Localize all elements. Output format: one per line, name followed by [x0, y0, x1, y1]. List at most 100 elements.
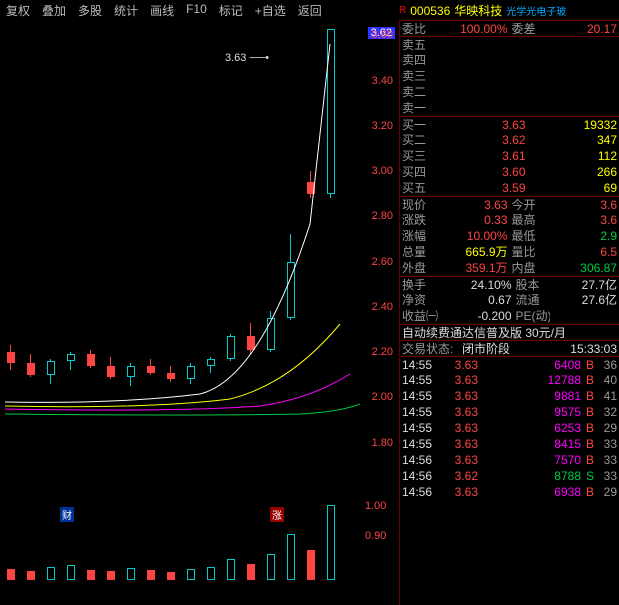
weibi-label: 委比 — [400, 21, 455, 36]
price-chart[interactable]: 3.62 3.63 ──• 财 涨 3.603.403.203.002.802.… — [0, 24, 399, 524]
axis-3.4: 3.40 — [372, 75, 393, 87]
tick-p-8: 3.63 — [440, 484, 480, 500]
tick-t-4: 14:55 — [400, 420, 440, 436]
vol-9 — [187, 569, 195, 580]
tick-s-5: B — [583, 436, 597, 452]
vol-7 — [147, 570, 155, 580]
buy-price-0: 3.63 — [436, 117, 528, 132]
vol-8 — [167, 572, 175, 580]
toolbar-5[interactable]: F10 — [180, 2, 213, 22]
buy-vol-4: 69 — [528, 180, 619, 196]
buy-price-1: 3.62 — [436, 132, 528, 148]
s-l1-1: 净资 — [400, 292, 444, 308]
tick-n-3: 32 — [597, 404, 619, 420]
tick-n-8: 29 — [597, 484, 619, 500]
toolbar-2[interactable]: 多股 — [72, 2, 108, 22]
tick-s-8: B — [583, 484, 597, 500]
vol-16 — [327, 505, 335, 580]
s-l2-0: 股本 — [514, 277, 550, 292]
tick-v-3: 9575 — [480, 404, 583, 420]
tick-p-0: 3.63 — [440, 357, 480, 372]
q-v1-4: 359.1万 — [436, 260, 510, 276]
q-l2-0: 今开 — [510, 197, 546, 212]
s-v1-1: 0.67 — [444, 292, 514, 308]
buy-label-2: 买三 — [400, 148, 436, 164]
tick-t-3: 14:55 — [400, 404, 440, 420]
vol-1 — [27, 571, 35, 580]
tick-v-0: 6408 — [480, 357, 583, 372]
tick-p-7: 3.62 — [440, 468, 480, 484]
q-l2-1: 最高 — [510, 212, 546, 228]
vol-3 — [67, 565, 75, 580]
tick-t-1: 14:55 — [400, 372, 440, 388]
volume-chart[interactable] — [0, 500, 360, 580]
toolbar-6[interactable]: 标记 — [213, 2, 249, 22]
tick-p-3: 3.63 — [440, 404, 480, 420]
promo: 自动续费通达信普及版 30元/月 — [400, 325, 619, 340]
tick-s-1: B — [583, 372, 597, 388]
buy-vol-0: 19332 — [528, 117, 619, 132]
q-v1-1: 0.33 — [436, 212, 510, 228]
vol-11 — [227, 559, 235, 580]
tick-t-5: 14:55 — [400, 436, 440, 452]
buy-label-1: 买二 — [400, 132, 436, 148]
weicha-label: 委差 — [510, 21, 565, 36]
tick-s-4: B — [583, 420, 597, 436]
tick-p-4: 3.63 — [440, 420, 480, 436]
tick-n-0: 36 — [597, 357, 619, 372]
tick-v-8: 6938 — [480, 484, 583, 500]
tick-n-4: 29 — [597, 420, 619, 436]
buy-label-3: 买四 — [400, 164, 436, 180]
axis-1.8: 1.80 — [372, 437, 393, 449]
s-v1-0: 24.10% — [444, 277, 514, 292]
tick-n-5: 33 — [597, 436, 619, 452]
vol-4 — [87, 570, 95, 581]
toolbar-4[interactable]: 画线 — [144, 2, 180, 22]
buy-price-3: 3.60 — [436, 164, 528, 180]
axis-2.8: 2.80 — [372, 210, 393, 222]
q-v1-2: 10.00% — [436, 228, 510, 244]
tick-v-7: 8788 — [480, 468, 583, 484]
buy-label-4: 买五 — [400, 180, 436, 196]
stock-code[interactable]: 000536 — [410, 4, 450, 18]
s-l1-2: 收益㈠ — [400, 308, 444, 324]
tick-p-5: 3.63 — [440, 436, 480, 452]
q-l1-2: 涨幅 — [400, 228, 436, 244]
s-v2-0: 27.7亿 — [550, 277, 619, 292]
status-label: 交易状态: — [400, 341, 460, 356]
tick-v-2: 9881 — [480, 388, 583, 404]
tick-n-7: 33 — [597, 468, 619, 484]
tick-s-7: S — [583, 468, 597, 484]
weibi-value: 100.00% — [455, 21, 510, 36]
vol-axis-1: 1.00 — [365, 500, 386, 512]
axis-3.2: 3.20 — [372, 120, 393, 132]
toolbar-8[interactable]: 返回 — [292, 2, 328, 22]
vol-5 — [107, 571, 115, 580]
toolbar-3[interactable]: 统计 — [108, 2, 144, 22]
tick-p-1: 3.63 — [440, 372, 480, 388]
tick-p-6: 3.63 — [440, 452, 480, 468]
q-l1-1: 涨跌 — [400, 212, 436, 228]
q-l1-0: 现价 — [400, 197, 436, 212]
sell-0: 卖五 — [400, 37, 619, 52]
vol-axis-0.9: 0.90 — [365, 530, 386, 542]
tick-n-1: 40 — [597, 372, 619, 388]
toolbar-1[interactable]: 叠加 — [36, 2, 72, 22]
tick-t-7: 14:56 — [400, 468, 440, 484]
q-l2-3: 量比 — [510, 244, 546, 260]
sell-2: 卖三 — [400, 68, 619, 84]
buy-price-4: 3.59 — [436, 180, 528, 196]
industry-tag: 光学光电子玻 — [506, 3, 566, 18]
sell-4: 卖一 — [400, 100, 619, 116]
tick-v-6: 7570 — [480, 452, 583, 468]
buy-vol-2: 112 — [528, 148, 619, 164]
q-l1-4: 外盘 — [400, 260, 436, 276]
toolbar-7[interactable]: +自选 — [249, 2, 292, 22]
axis-2: 2.00 — [372, 391, 393, 403]
status-value: 闭市阶段 — [460, 341, 540, 356]
vol-13 — [267, 554, 275, 580]
toolbar-0[interactable]: 复权 — [0, 2, 36, 22]
axis-3.6: 3.60 — [372, 29, 393, 41]
s-v1-2: -0.200 — [444, 308, 514, 324]
vol-12 — [247, 564, 255, 581]
